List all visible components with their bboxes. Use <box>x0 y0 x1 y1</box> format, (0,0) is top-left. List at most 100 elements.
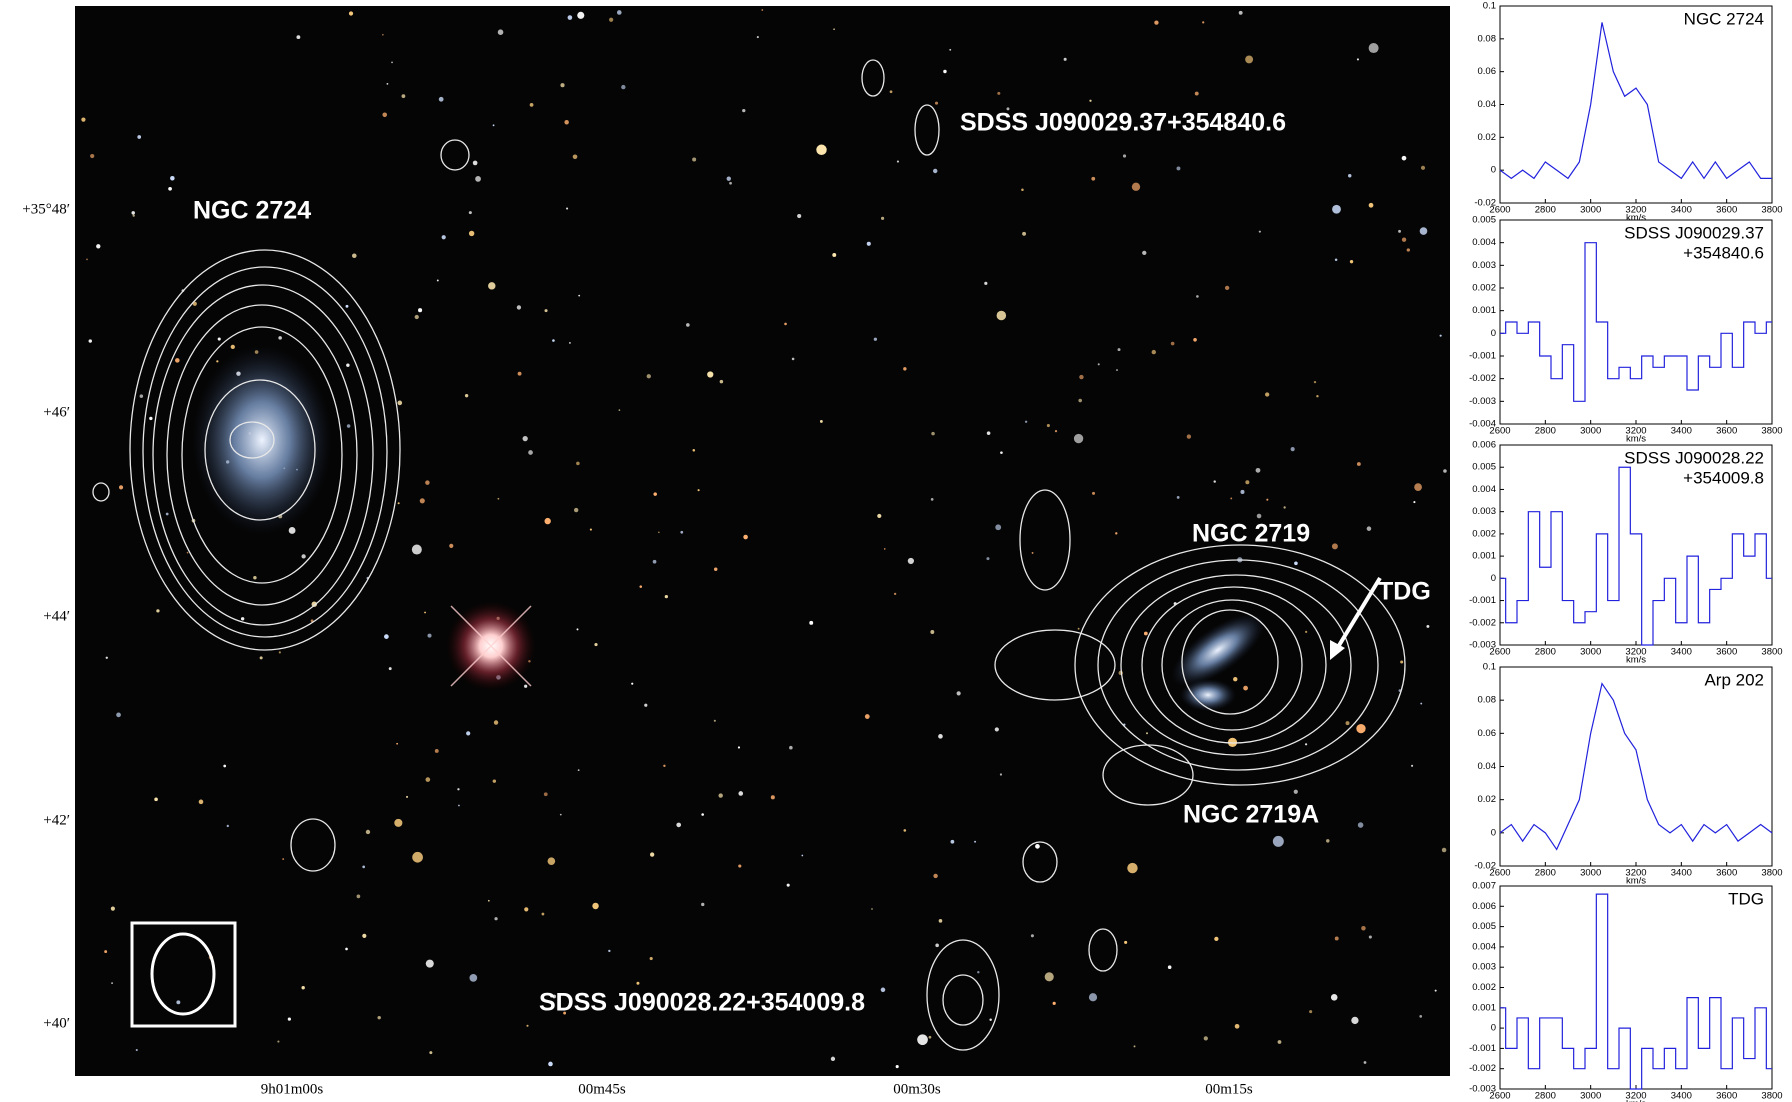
star <box>465 394 468 397</box>
plot-frame <box>1500 667 1772 866</box>
star <box>1230 498 1232 500</box>
star <box>1331 994 1338 1001</box>
star <box>693 449 696 452</box>
star <box>396 743 398 745</box>
star <box>714 568 717 571</box>
star <box>797 214 801 218</box>
star <box>938 734 943 739</box>
star <box>1132 183 1140 191</box>
star <box>552 339 555 342</box>
star <box>149 417 152 420</box>
star <box>943 70 946 73</box>
star <box>1053 1002 1056 1005</box>
star <box>1278 1040 1282 1044</box>
star <box>738 864 741 867</box>
star <box>951 840 955 844</box>
star <box>1243 686 1248 691</box>
star <box>1369 203 1374 208</box>
star <box>1400 661 1403 664</box>
star <box>119 485 123 489</box>
star <box>223 765 226 768</box>
x-tick-label: 3400 <box>1671 647 1692 658</box>
star <box>466 731 470 735</box>
star <box>1134 1045 1136 1047</box>
star <box>377 1016 380 1019</box>
star <box>218 337 221 340</box>
star <box>89 339 92 342</box>
star <box>720 380 724 384</box>
star <box>427 634 431 638</box>
star <box>784 323 787 326</box>
star <box>469 211 472 214</box>
star <box>81 118 85 122</box>
star <box>1089 993 1097 1001</box>
x-tick-label: 3800 <box>1761 426 1782 437</box>
y-tick-label: 0.002 <box>1472 283 1496 294</box>
star <box>653 492 656 495</box>
star <box>939 919 943 923</box>
star <box>140 394 144 398</box>
star <box>1369 43 1379 53</box>
star <box>1332 205 1341 214</box>
star <box>449 544 453 548</box>
y-tick-label: 0.003 <box>1472 260 1496 271</box>
star <box>362 866 365 869</box>
star <box>415 315 419 319</box>
star <box>1204 1036 1208 1040</box>
star <box>494 720 498 724</box>
star <box>362 934 366 938</box>
star <box>548 857 556 865</box>
star <box>653 560 657 564</box>
y-tick-label: 0.001 <box>1472 551 1496 562</box>
star <box>1245 480 1249 484</box>
star <box>908 558 914 564</box>
star <box>577 12 584 19</box>
star <box>1316 395 1318 397</box>
star <box>1196 295 1199 298</box>
x-axis-label: km/s <box>1626 876 1646 887</box>
y-tick-label: 0.003 <box>1472 506 1496 517</box>
star <box>1314 381 1316 383</box>
star <box>896 1065 899 1068</box>
dec-tick-label: +46′ <box>43 404 70 420</box>
star <box>548 1062 553 1067</box>
star <box>1187 434 1191 438</box>
y-tick-label: 0 <box>1491 165 1496 176</box>
star <box>890 90 893 93</box>
star <box>718 793 722 797</box>
star <box>867 242 871 246</box>
star <box>1022 232 1026 236</box>
star <box>1356 724 1365 733</box>
star <box>929 1036 932 1039</box>
star <box>1440 335 1442 337</box>
star <box>647 374 651 378</box>
spectrum-title: +354840.6 <box>1683 243 1764 262</box>
star <box>518 372 522 376</box>
dec-tick-label: +40′ <box>43 1015 70 1031</box>
star <box>871 908 873 910</box>
star <box>1420 227 1428 235</box>
star <box>865 714 870 719</box>
star <box>820 420 823 423</box>
y-tick-label: 0.001 <box>1472 1002 1496 1013</box>
star <box>439 97 444 102</box>
star <box>1032 552 1034 554</box>
star <box>1283 506 1285 508</box>
star <box>881 217 884 220</box>
y-tick-label: 0.02 <box>1478 132 1497 143</box>
star <box>493 124 495 126</box>
star <box>1426 625 1429 628</box>
star <box>346 364 349 367</box>
star <box>1168 965 1172 969</box>
star <box>1202 21 1204 23</box>
star <box>644 704 647 707</box>
star <box>987 431 991 435</box>
x-tick-label: 3800 <box>1761 1091 1782 1102</box>
x-tick-label: 3800 <box>1761 205 1782 216</box>
star <box>1235 1024 1240 1029</box>
star <box>1413 501 1415 503</box>
star <box>1225 286 1229 290</box>
star <box>1116 369 1118 371</box>
star <box>650 957 653 960</box>
star <box>1332 543 1338 549</box>
